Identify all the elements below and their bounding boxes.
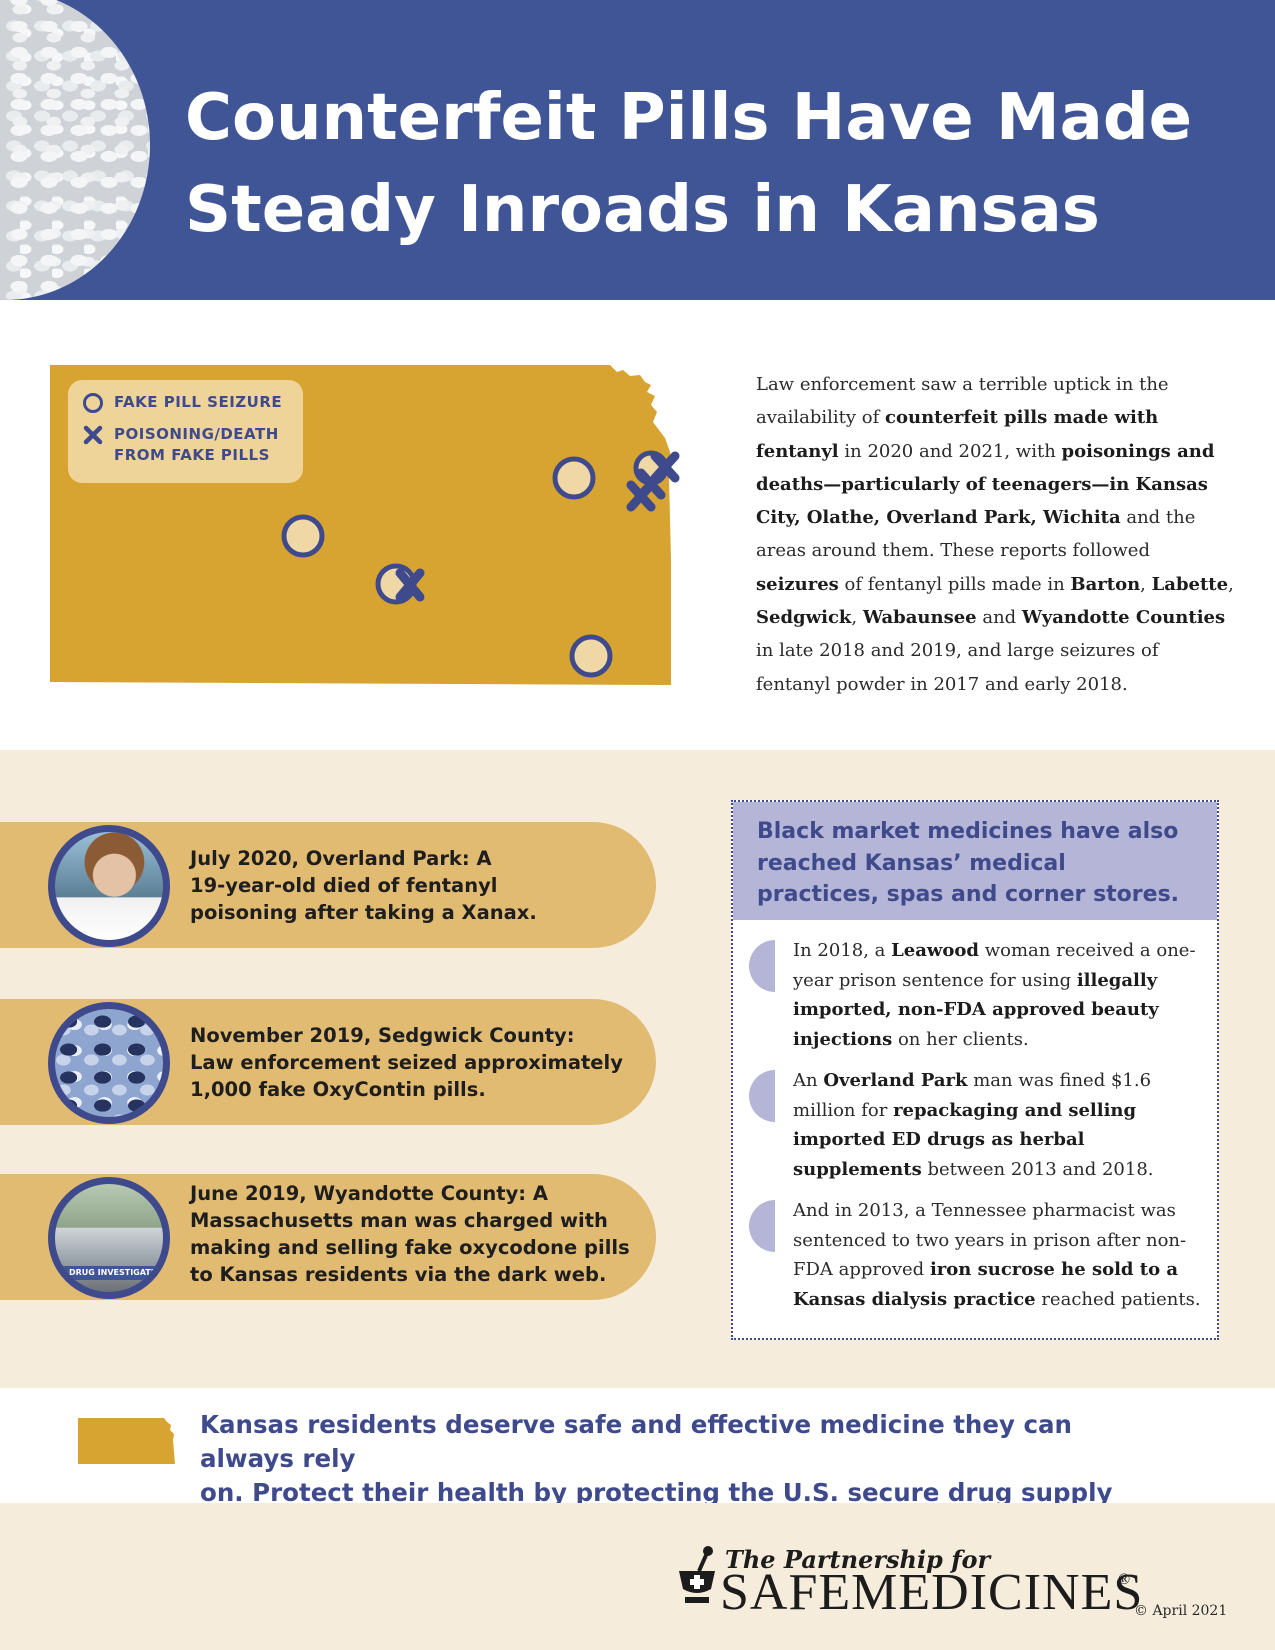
poisoning-marker <box>626 480 656 512</box>
case-line: 19-year-old died of fentanyl <box>190 874 498 897</box>
registered-mark: ® <box>1118 1571 1131 1588</box>
item-text: on her clients. <box>892 1028 1029 1050</box>
intro-bold: Sedgwick <box>756 607 852 629</box>
item-bold: iron sucrose he sold to a Kansas dialysi… <box>793 1259 1179 1310</box>
intro-text: and <box>976 607 1022 629</box>
item-text: In 2018, a <box>793 940 892 961</box>
item-text: man was fined $1.6 million for <box>793 1070 1152 1121</box>
case-line: November 2019, Sedgwick County: <box>190 1024 575 1047</box>
item-text: And in 2013, a Tennessee pharmacist was … <box>793 1200 1187 1280</box>
bullet-marker <box>749 1200 775 1252</box>
intro-paragraph: Law enforcement saw a terrible uptick in… <box>756 368 1236 701</box>
kansas-icon <box>78 1418 175 1464</box>
map-section: FAKE PILL SEIZURE POISONING/DEATH FROM F… <box>0 300 1275 750</box>
intro-bold: poisonings and deaths—particularly of te… <box>756 440 1215 529</box>
copyright-notice: © April 2021 <box>1134 1603 1228 1619</box>
legend-seizure: FAKE PILL SEIZURE <box>82 392 289 414</box>
black-market-box: Black market medicines have also reached… <box>731 800 1219 1340</box>
header-banner: Counterfeit Pills Have Made Steady Inroa… <box>0 0 1275 300</box>
page-title: Counterfeit Pills Have Made Steady Inroa… <box>185 72 1245 256</box>
intro-text: in late 2018 and 2019, and large seizure… <box>756 640 1159 695</box>
intro-text: of fentanyl pills made in <box>838 573 1071 595</box>
title-line-1: Counterfeit Pills Have Made <box>185 81 1193 155</box>
case-line: July 2020, Overland Park: A <box>190 847 492 870</box>
title-line-2: Steady Inroads in Kansas <box>185 173 1100 247</box>
item-bold: illegally imported, non-FDA approved bea… <box>793 969 1159 1050</box>
seizure-marker <box>281 514 325 558</box>
bullet-marker <box>749 940 775 992</box>
market-item-leawood: In 2018, a Leawood woman received a one-… <box>793 936 1203 1054</box>
seizure-marker <box>569 634 613 678</box>
item-bold: Overland Park <box>823 1070 968 1091</box>
intro-text: Law enforcement saw a terrible uptick in… <box>756 374 1169 429</box>
black-market-heading: Black market medicines have also reached… <box>733 802 1217 920</box>
police-cars-photo: DRUG INVESTIGATI <box>48 1177 170 1299</box>
item-text: reached patients. <box>1035 1288 1201 1310</box>
intro-bold: seizures <box>756 573 839 595</box>
victim-photo <box>48 825 170 947</box>
legend-poisoning-label: POISONING/DEATH FROM FAKE PILLS <box>114 424 279 466</box>
logo-wordmark: SAFEMEDICINES <box>720 1564 1144 1621</box>
intro-text: , <box>1140 573 1152 595</box>
market-item-overland-park: An Overland Park man was fined $1.6 mill… <box>793 1066 1203 1184</box>
market-item-tennessee: And in 2013, a Tennessee pharmacist was … <box>793 1196 1203 1314</box>
case-line: June 2019, Wyandotte County: A <box>190 1182 548 1205</box>
intro-bold: Labette <box>1151 573 1229 595</box>
intro-text: and the areas around them. These reports… <box>756 507 1196 562</box>
item-bold: repackaging and selling imported ED drug… <box>793 1099 1137 1180</box>
intro-bold: counterfeit pills made with fentanyl <box>756 407 1159 462</box>
case-line: 1,000 fake OxyContin pills. <box>190 1078 486 1101</box>
intro-bold: Barton <box>1070 573 1141 595</box>
legend-poisoning: POISONING/DEATH FROM FAKE PILLS <box>82 424 289 466</box>
case-line: Law enforcement seized approximately <box>190 1051 623 1074</box>
case-card: November 2019, Sedgwick County: Law enfo… <box>0 999 656 1125</box>
case-line: to Kansas residents via the dark web. <box>190 1263 607 1286</box>
item-bold: Leawood <box>891 940 980 961</box>
case-card: July 2020, Overland Park: A 19-year-old … <box>0 822 656 948</box>
seizure-circle-icon <box>82 392 114 414</box>
intro-text: in 2020 and 2021, with <box>838 440 1062 462</box>
bullet-marker <box>749 1070 775 1122</box>
case-line: poisoning after taking a Xanax. <box>190 901 537 924</box>
legend-poisoning-line-1: POISONING/DEATH <box>114 425 279 443</box>
item-text: between 2013 and 2018. <box>921 1158 1154 1180</box>
item-text: woman received a one-year prison sentenc… <box>793 940 1196 991</box>
mortar-pestle-icon <box>679 1546 715 1603</box>
footer: The Partnership for SAFEMEDICINES ® © Ap… <box>0 1503 1275 1650</box>
seizure-marker <box>552 456 596 500</box>
item-text: An <box>793 1070 824 1091</box>
poisoning-x-icon <box>82 424 114 446</box>
intro-bold: Wabaunsee <box>862 607 977 629</box>
case-text: June 2019, Wyandotte County: A Massachus… <box>190 1180 630 1288</box>
intro-text: , <box>1228 573 1234 595</box>
case-line: making and selling fake oxycodone pills <box>190 1236 630 1259</box>
pills-closeup-photo <box>48 1002 170 1124</box>
map-legend: FAKE PILL SEIZURE POISONING/DEATH FROM F… <box>68 380 303 483</box>
logo-tagline: The Partnership for <box>725 1545 991 1574</box>
legend-seizure-label: FAKE PILL SEIZURE <box>114 393 283 411</box>
legend-poisoning-line-2: FROM FAKE PILLS <box>114 446 270 464</box>
case-text: November 2019, Sedgwick County: Law enfo… <box>190 1022 623 1103</box>
intro-bold: Wyandotte Counties <box>1021 607 1226 629</box>
case-line: Massachusetts man was charged with <box>190 1209 608 1232</box>
poisoning-marker <box>395 568 425 602</box>
cta-line-1: Kansas residents deserve safe and effect… <box>200 1410 1072 1473</box>
case-text: July 2020, Overland Park: A 19-year-old … <box>190 845 537 926</box>
photo-caption: DRUG INVESTIGATI <box>55 1266 163 1280</box>
call-to-action-band: Kansas residents deserve safe and effect… <box>0 1388 1275 1541</box>
case-card: DRUG INVESTIGATI June 2019, Wyandotte Co… <box>0 1174 656 1300</box>
intro-text: , <box>851 607 863 629</box>
pills-photo <box>0 0 150 300</box>
